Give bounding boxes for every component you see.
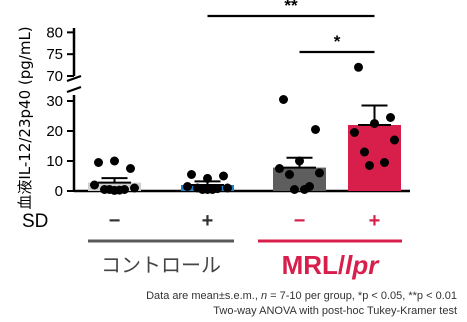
- data-point: [311, 125, 320, 134]
- data-point: [370, 119, 379, 128]
- group-label-mrl: MRL/lpr: [282, 250, 381, 280]
- y-tick-label: 75: [46, 46, 63, 63]
- significance-label: *: [334, 32, 341, 51]
- y-tick-label: 70: [46, 68, 63, 85]
- data-point: [354, 62, 363, 72]
- sd-indicator: −: [294, 210, 306, 232]
- sd-row-label: SD: [22, 211, 48, 232]
- data-point: [110, 185, 119, 195]
- sd-indicator: +: [369, 210, 381, 232]
- data-point: [183, 182, 192, 191]
- y-tick-label: 20: [46, 123, 63, 140]
- data-point: [315, 168, 324, 178]
- data-point: [203, 173, 212, 183]
- data-point: [203, 185, 212, 194]
- y-axis-label: 血液IL-12/23p40 (pg/mL): [16, 26, 34, 209]
- data-point: [285, 170, 294, 179]
- group-label-mrl-italic: lpr: [345, 250, 380, 280]
- data-point: [110, 156, 119, 166]
- data-point: [380, 158, 389, 167]
- sd-indicator: −: [109, 210, 121, 232]
- y-tick-label: 0: [55, 183, 63, 200]
- data-point: [187, 170, 196, 179]
- data-point: [360, 147, 369, 157]
- y-tick-label: 80: [46, 24, 63, 41]
- sd-indicator: +: [202, 210, 214, 232]
- footnote-line-1: Data are mean±s.e.m., n = 7-10 per group…: [146, 290, 457, 302]
- data-point: [365, 161, 374, 170]
- data-point: [130, 183, 139, 193]
- data-point: [275, 164, 284, 173]
- data-point: [390, 135, 399, 145]
- data-point: [290, 185, 299, 194]
- group-label-mrl-main: MRL/: [282, 250, 346, 280]
- y-tick-label: 30: [46, 93, 63, 110]
- data-point: [295, 156, 304, 166]
- axis-break-mark: [66, 85, 82, 94]
- data-point: [126, 164, 135, 173]
- data-point: [300, 185, 309, 194]
- data-point: [386, 113, 395, 122]
- data-point: [219, 171, 228, 181]
- data-point: [223, 183, 232, 193]
- y-tick-label: 10: [46, 153, 63, 170]
- footnote-line-2: Two-way ANOVA with post-hoc Tukey-Kramer…: [213, 305, 457, 317]
- data-point: [279, 95, 288, 104]
- significance-label: **: [284, 0, 298, 15]
- data-point: [94, 158, 103, 167]
- data-point: [350, 128, 359, 137]
- axis-break-mark: [66, 74, 82, 83]
- data-point: [90, 180, 99, 190]
- group-label-control: コントロール: [101, 253, 221, 277]
